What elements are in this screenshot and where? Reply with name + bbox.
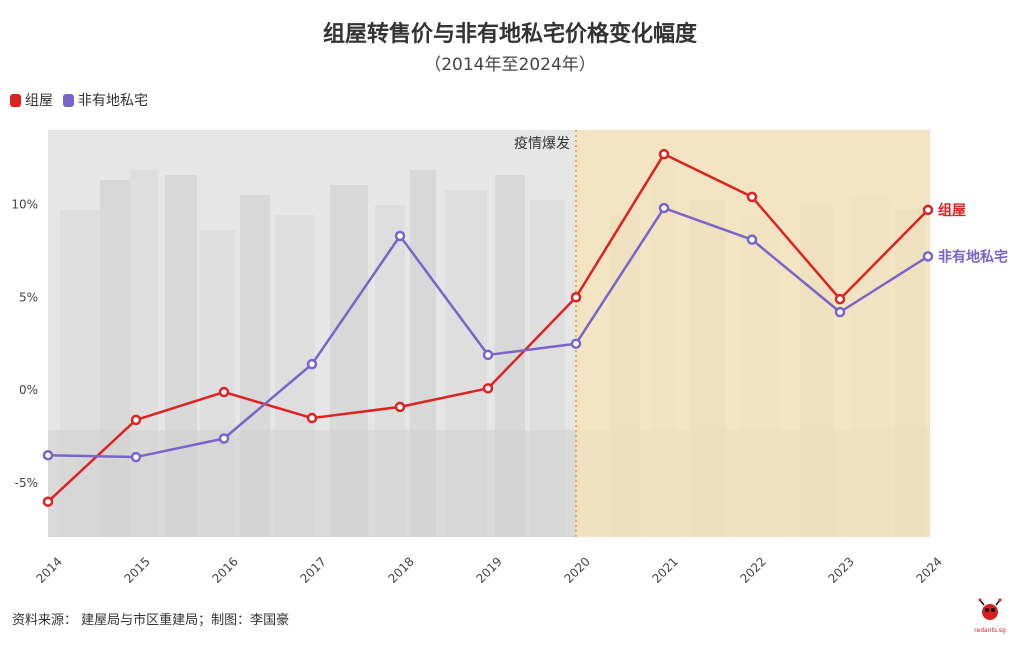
x-tick-label: 2016 — [209, 554, 240, 585]
x-tick-label: 2017 — [297, 554, 328, 585]
data-point-0 — [482, 383, 494, 394]
data-point-0 — [218, 386, 230, 398]
legend-label-private: 非有地私宅 — [78, 93, 148, 109]
series-end-label: 非有地私宅 — [938, 248, 1008, 265]
data-point-1 — [394, 230, 406, 242]
x-tick-label: 2014 — [33, 554, 64, 585]
y-tick-label: 5% — [19, 290, 38, 304]
data-point-0 — [306, 412, 318, 424]
pandemic-highlight-region — [576, 130, 930, 537]
data-point-0 — [130, 414, 142, 426]
y-tick-label: 0% — [19, 383, 38, 397]
y-tick-label: 10% — [11, 197, 38, 211]
x-tick-label: 2023 — [825, 554, 856, 585]
chart-title: 组屋转售价与非有地私宅价格变化幅度 — [322, 22, 697, 47]
data-point-0 — [394, 401, 406, 413]
x-tick-label: 2018 — [385, 554, 416, 585]
legend-item-private: 非有地私宅 — [63, 90, 148, 110]
legend-label-hdb: 组屋 — [25, 93, 53, 109]
data-point-1 — [834, 306, 846, 318]
x-tick-label: 2015 — [121, 554, 152, 585]
series-end-label: 组屋 — [938, 202, 966, 219]
data-point-1 — [658, 202, 670, 214]
legend-item-hdb: 组屋 — [10, 90, 53, 110]
data-point-0 — [834, 293, 846, 305]
legend-swatch-private — [63, 93, 74, 107]
chart-subtitle: （2014年至2024年） — [424, 55, 596, 75]
legend: 组屋 非有地私宅 — [10, 90, 148, 110]
data-point-0 — [42, 496, 54, 507]
data-point-1 — [570, 338, 582, 349]
logo: redants.sg — [970, 598, 1010, 638]
data-point-1 — [922, 251, 934, 262]
pandemic-annotation: 疫情爆发 — [514, 136, 570, 152]
x-tick-label: 2024 — [913, 554, 944, 585]
data-point-1 — [306, 358, 318, 370]
ant-logo-icon: redants.sg — [974, 598, 1006, 634]
x-tick-label: 2019 — [473, 554, 504, 585]
data-point-0 — [570, 292, 582, 303]
data-point-0 — [922, 204, 934, 216]
data-point-1 — [42, 449, 54, 461]
data-point-1 — [130, 451, 142, 463]
y-tick-label: -5% — [15, 476, 38, 490]
data-point-0 — [746, 191, 758, 203]
x-tick-label: 2021 — [649, 554, 680, 585]
legend-swatch-hdb — [10, 93, 21, 107]
source-note: 资料来源： 建屋局与市区重建局；制图：李国豪 — [12, 613, 290, 628]
data-point-1 — [746, 234, 758, 245]
data-point-1 — [218, 433, 230, 444]
x-tick-label: 2022 — [737, 554, 768, 585]
data-point-0 — [658, 148, 670, 160]
data-point-1 — [482, 349, 494, 361]
x-tick-label: 2020 — [561, 554, 592, 585]
svg-text:redants.sg: redants.sg — [974, 627, 1006, 634]
